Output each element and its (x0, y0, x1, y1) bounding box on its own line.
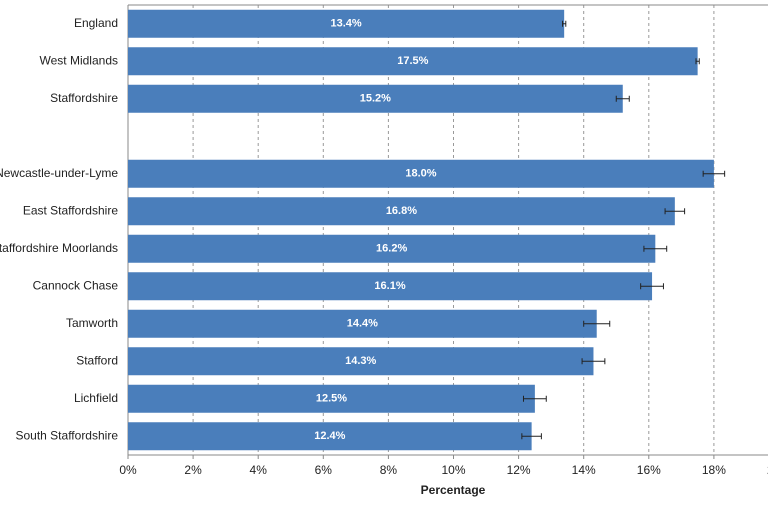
bar (128, 47, 698, 76)
x-tick-label: 16% (637, 463, 661, 477)
x-tick-label: 12% (507, 463, 531, 477)
y-tick-label: Cannock Chase (33, 278, 119, 292)
bar-label: 18.0% (405, 168, 436, 180)
x-axis-title: Percentage (421, 483, 486, 497)
bar (128, 384, 535, 413)
x-tick-label: 8% (380, 463, 398, 477)
y-tick-label: West Midlands (40, 53, 118, 67)
bar-label: 12.5% (316, 393, 347, 405)
y-tick-label: England (74, 16, 118, 30)
y-tick-label: South Staffordshire (15, 428, 118, 442)
x-tick-label: 4% (250, 463, 268, 477)
x-tick-label: 20% (767, 463, 768, 477)
bar-label: 15.2% (360, 93, 391, 105)
x-tick-label: 14% (572, 463, 596, 477)
bar (128, 422, 532, 451)
y-tick-label: Lichfield (74, 391, 118, 405)
bar (128, 347, 594, 376)
x-tick-label: 10% (441, 463, 465, 477)
x-tick-label: 2% (184, 463, 202, 477)
y-tick-label: Staffordshire (50, 91, 118, 105)
y-tick-label: East Staffordshire (23, 203, 118, 217)
bar-label: 14.3% (345, 355, 376, 367)
y-tick-label: Stafford (76, 353, 118, 367)
y-tick-label: Staffordshire Moorlands (0, 241, 118, 255)
bar-label: 12.4% (314, 430, 345, 442)
bar-label: 16.2% (376, 243, 407, 255)
bar-label: 16.8% (386, 205, 417, 217)
bar (128, 9, 565, 38)
bar (128, 84, 623, 113)
y-tick-label: Newcastle-under-Lyme (0, 166, 118, 180)
bar (128, 309, 597, 338)
bar (128, 272, 653, 301)
bar-label: 13.4% (330, 18, 361, 30)
bar (128, 197, 675, 226)
bar (128, 159, 714, 188)
y-tick-label: Tamworth (66, 316, 118, 330)
x-tick-label: 0% (119, 463, 137, 477)
bar-label: 14.4% (347, 318, 378, 330)
x-tick-label: 18% (702, 463, 726, 477)
bar (128, 234, 656, 263)
x-tick-label: 6% (315, 463, 333, 477)
bar-label: 16.1% (374, 280, 405, 292)
bar-label: 17.5% (397, 55, 428, 67)
